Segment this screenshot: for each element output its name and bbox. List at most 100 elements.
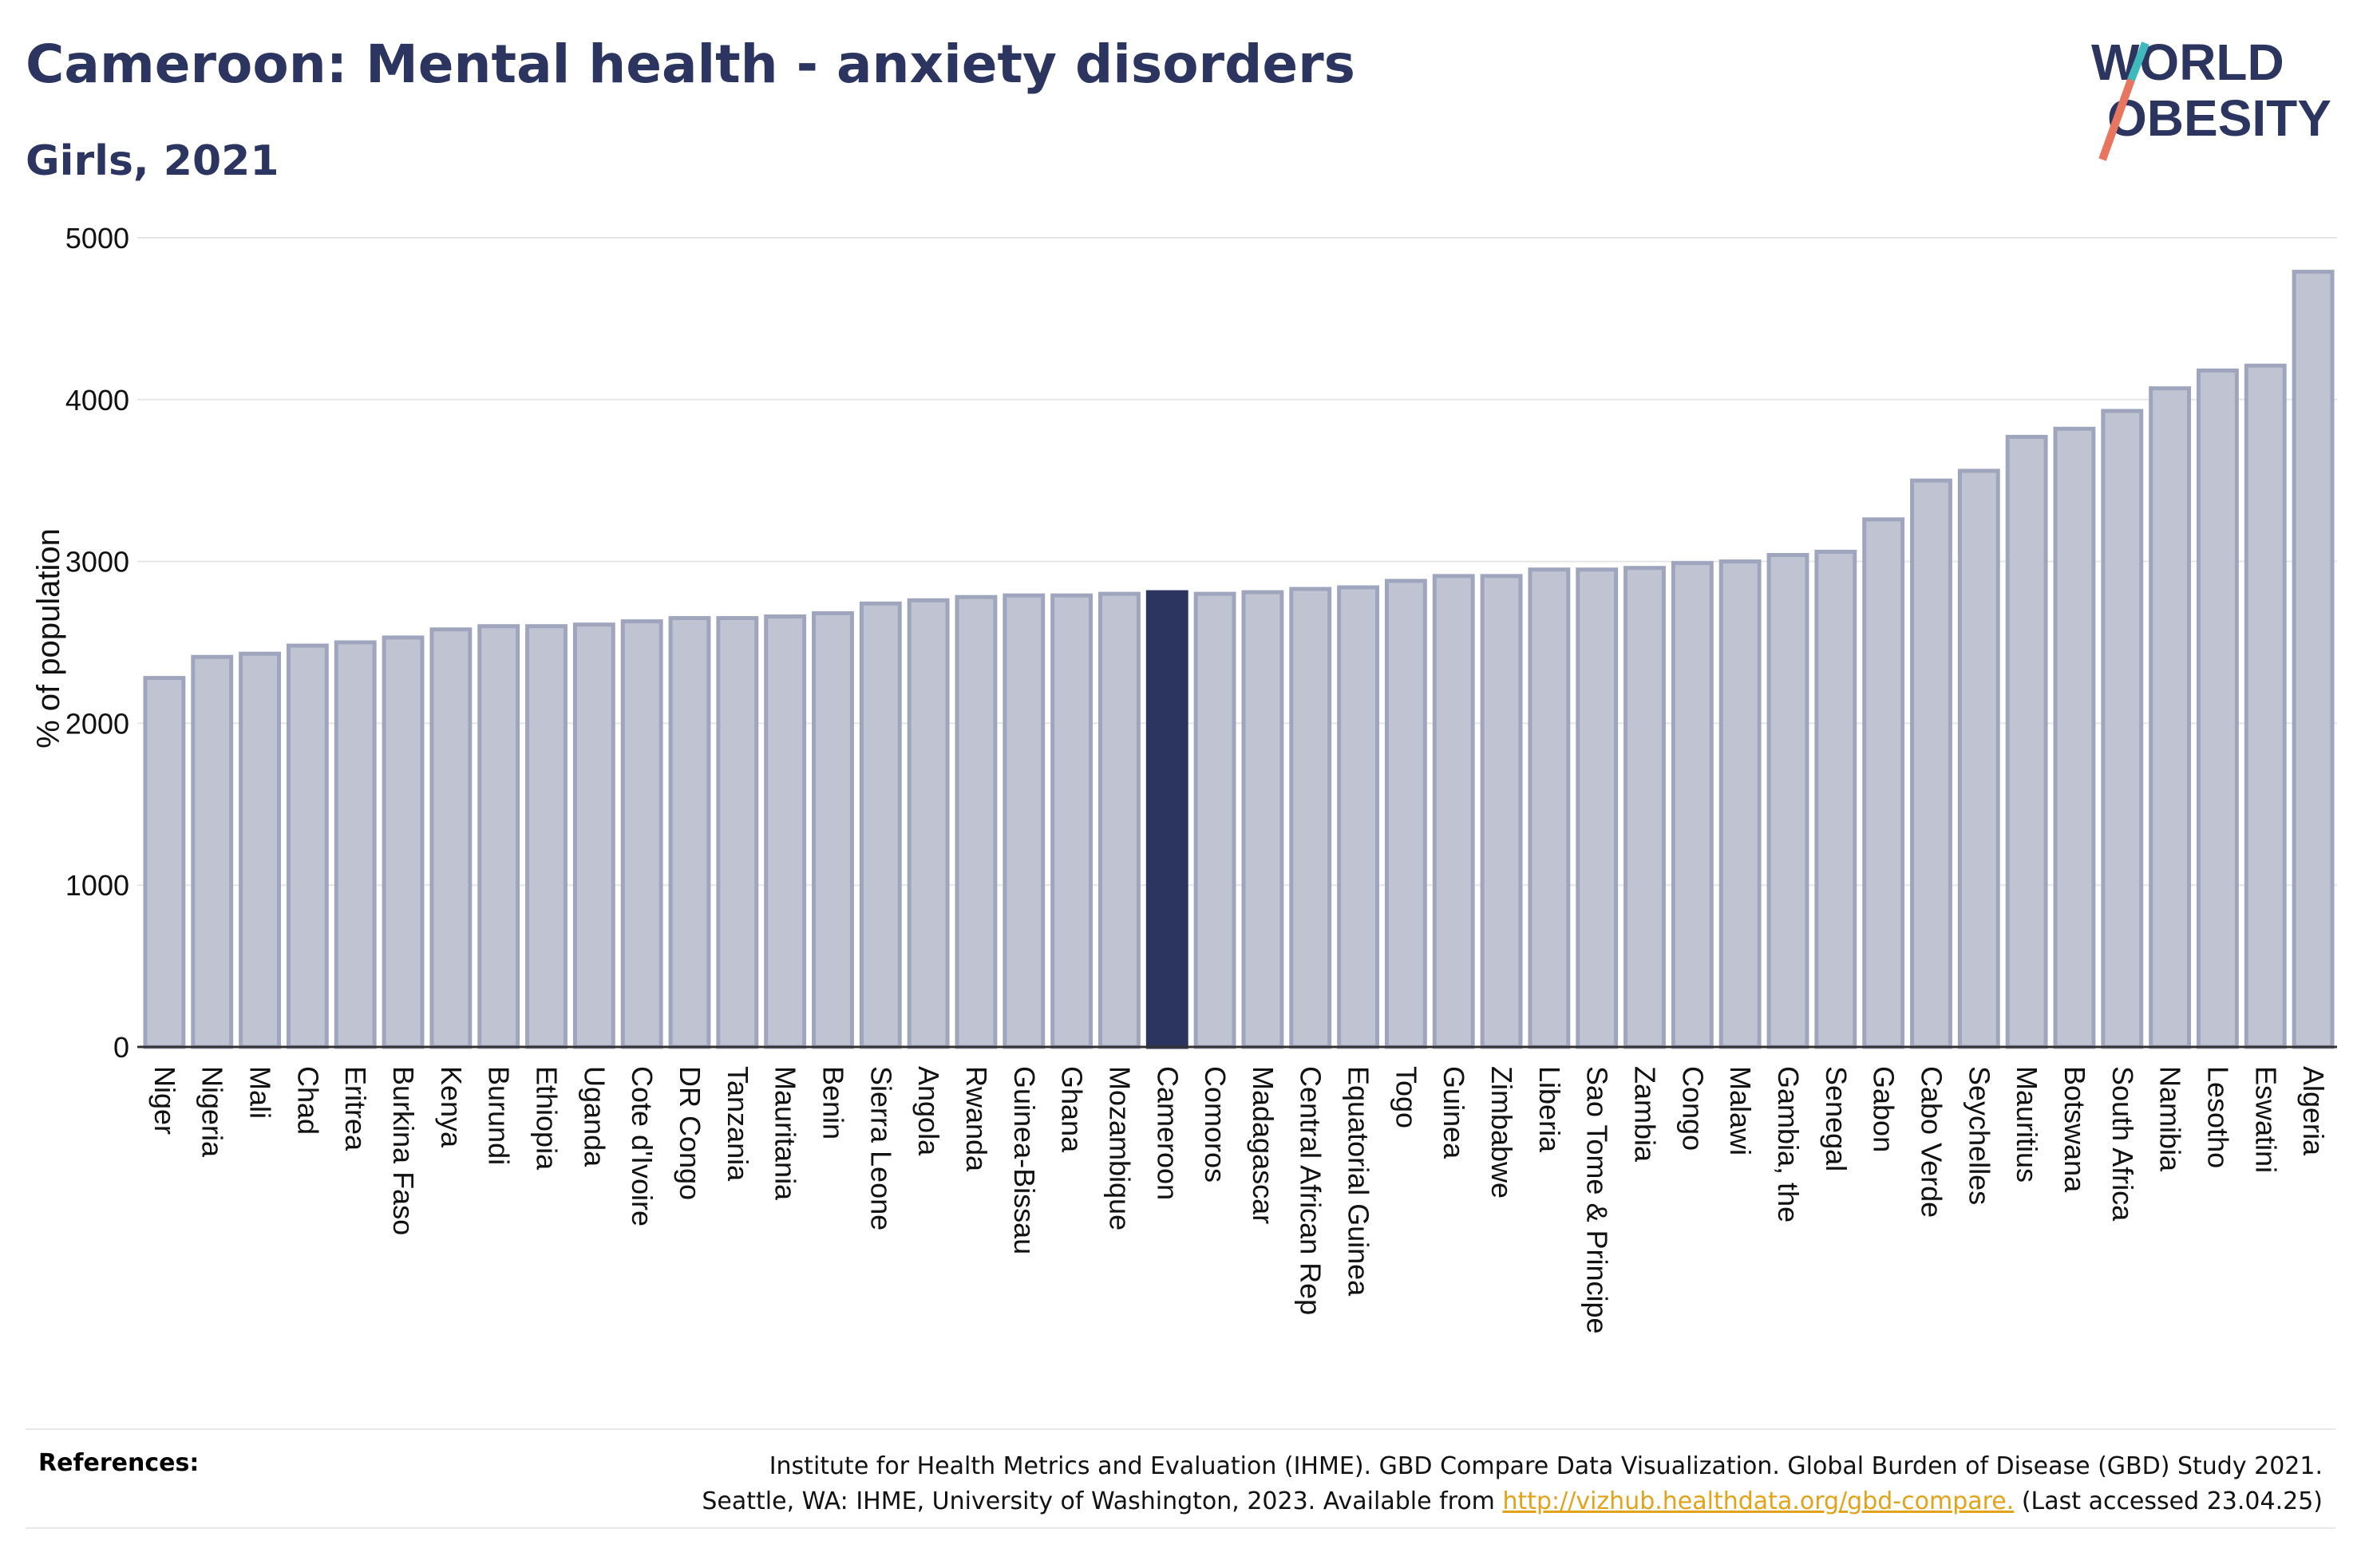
reference-line-2-prefix: Seattle, WA: IHME, University of Washing…: [702, 1487, 1503, 1515]
bar-equatorial-guinea: [1337, 585, 1379, 1049]
x-tick-label: Ethiopia: [531, 1066, 564, 1171]
bar-cameroon: [1145, 590, 1188, 1049]
logo-slash-coral: [2098, 78, 2135, 161]
x-tick-label: Botswana: [2058, 1066, 2091, 1193]
x-tick-label: Niger: [148, 1066, 181, 1135]
bar-senegal: [1814, 549, 1857, 1049]
bar-gambia-the: [1766, 552, 1809, 1049]
bar-comoros: [1193, 591, 1236, 1049]
x-tick-label: Tanzania: [722, 1066, 754, 1182]
bar-madagascar: [1241, 590, 1284, 1049]
world-obesity-logo: WORLD OBESITY: [2091, 34, 2331, 161]
bar-benin: [812, 610, 854, 1049]
logo-slash-teal: [2127, 41, 2149, 81]
bar-congo: [1671, 561, 1714, 1049]
x-tick-label: Zambia: [1629, 1066, 1662, 1163]
bar-botswana: [2053, 426, 2096, 1049]
references-label: References:: [38, 1449, 200, 1477]
x-tick-label: Namibia: [2154, 1066, 2187, 1172]
x-tick-label: Central African Rep: [1295, 1066, 1327, 1315]
bar-burkina-faso: [382, 635, 425, 1049]
bar-seychelles: [1957, 468, 2000, 1049]
bar-eswatini: [2244, 363, 2287, 1049]
x-tick-label: Gambia, the: [1772, 1066, 1805, 1222]
bar-central-african-rep: [1289, 587, 1332, 1049]
bar-dr-congo: [668, 616, 711, 1049]
x-tick-label: Mauritania: [769, 1066, 802, 1201]
reference-line-1: Institute for Health Metrics and Evaluat…: [769, 1452, 2323, 1480]
bar-rwanda: [955, 594, 998, 1049]
x-axis-labels: Niger Nigeria Mali Chad Eritrea Burkina Faso K…: [148, 1066, 2330, 1334]
references-footer: References: Institute for Health Metrics…: [26, 1428, 2335, 1529]
x-tick-label: Chad: [291, 1066, 324, 1135]
x-tick-label: Guinea: [1438, 1066, 1470, 1159]
x-tick-label: Kenya: [435, 1066, 468, 1148]
bar-sao-tome-principe: [1576, 567, 1619, 1049]
x-tick-label: Equatorial Guinea: [1343, 1066, 1375, 1297]
bar-mauritius: [2005, 434, 2048, 1049]
reference-link[interactable]: http://vizhub.healthdata.org/gbd-compare…: [1502, 1487, 2015, 1515]
y-axis-ticks: 0 1000 2000 3000 4000 5000: [65, 222, 129, 1064]
bar-namibia: [2149, 386, 2192, 1049]
bar-cote-d-ivoire: [620, 619, 663, 1049]
x-tick-label: Mozambique: [1103, 1066, 1136, 1230]
x-tick-label: Eritrea: [339, 1066, 372, 1151]
bar-gabon: [1862, 517, 1905, 1049]
x-tick-label: Burundi: [483, 1066, 516, 1165]
y-tick-label: 4000: [65, 384, 129, 417]
x-tick-label: Seychelles: [1963, 1066, 1995, 1205]
bar-algeria: [2292, 270, 2335, 1049]
x-tick-label: Sao Tome & Principe: [1581, 1066, 1614, 1334]
y-tick-label: 3000: [65, 546, 129, 579]
x-tick-label: Uganda: [578, 1066, 611, 1167]
bar-uganda: [572, 622, 615, 1049]
reference-line-2-suffix: (Last accessed 23.04.25): [2014, 1487, 2323, 1515]
y-tick-label: 1000: [65, 869, 129, 902]
bar-mozambique: [1098, 591, 1141, 1049]
bar-guinea: [1432, 574, 1475, 1049]
x-tick-label: Algeria: [2297, 1066, 2330, 1156]
x-tick-label: DR Congo: [674, 1066, 706, 1200]
bar-liberia: [1528, 567, 1571, 1049]
bar-zimbabwe: [1480, 574, 1523, 1049]
x-tick-label: Togo: [1390, 1066, 1422, 1128]
y-axis-label: % of population: [31, 528, 66, 748]
logo-word-world: WORLD: [2091, 34, 2284, 91]
x-tick-label: Mali: [244, 1066, 277, 1119]
x-tick-label: Cameroon: [1151, 1066, 1184, 1200]
x-tick-label: Mauritius: [2011, 1066, 2043, 1183]
references-text: Institute for Health Metrics and Evaluat…: [702, 1449, 2323, 1519]
bar-chart: 0 1000 2000 3000 4000 5000 Niger Nigeria Mali Ch…: [31, 222, 2337, 1334]
bar-angola: [907, 598, 950, 1049]
page-title: Cameroon: Mental health - anxiety disord…: [26, 34, 1355, 95]
x-tick-label: Cabo Verde: [1915, 1066, 1948, 1218]
x-tick-label: Guinea-Bissau: [1008, 1066, 1041, 1254]
x-tick-label: Angola: [912, 1066, 945, 1156]
page-subtitle: Girls, 2021: [26, 137, 279, 185]
x-tick-label: Madagascar: [1247, 1066, 1279, 1224]
x-tick-label: Zimbabwe: [1485, 1066, 1518, 1199]
x-tick-label: Benin: [817, 1066, 849, 1139]
x-tick-label: Eswatini: [2249, 1066, 2282, 1173]
bar-guinea-bissau: [1003, 593, 1046, 1049]
bar-malawi: [1718, 559, 1762, 1049]
bar-tanzania: [716, 616, 759, 1049]
x-tick-label: Rwanda: [960, 1066, 993, 1172]
bar-ghana: [1050, 593, 1093, 1049]
x-tick-label: Senegal: [1820, 1066, 1853, 1171]
bar-togo: [1384, 579, 1427, 1049]
x-tick-label: Comoros: [1199, 1066, 1232, 1183]
x-tick-label: Gabon: [1868, 1066, 1900, 1152]
x-tick-label: Cote d'Ivoire: [626, 1066, 658, 1226]
x-tick-label: Liberia: [1533, 1066, 1566, 1153]
bar-ethiopia: [525, 624, 568, 1049]
y-tick-label: 2000: [65, 707, 129, 740]
bar-zambia: [1623, 566, 1666, 1049]
x-tick-label: Ghana: [1056, 1066, 1089, 1153]
reference-line-2: Seattle, WA: IHME, University of Washing…: [702, 1484, 2323, 1519]
bar-nigeria: [191, 654, 234, 1049]
bar-sierra-leone: [859, 601, 902, 1049]
bar-kenya: [429, 627, 473, 1049]
x-tick-label: Lesotho: [2201, 1066, 2234, 1168]
logo-word-obesity: OBESITY: [2107, 89, 2331, 147]
